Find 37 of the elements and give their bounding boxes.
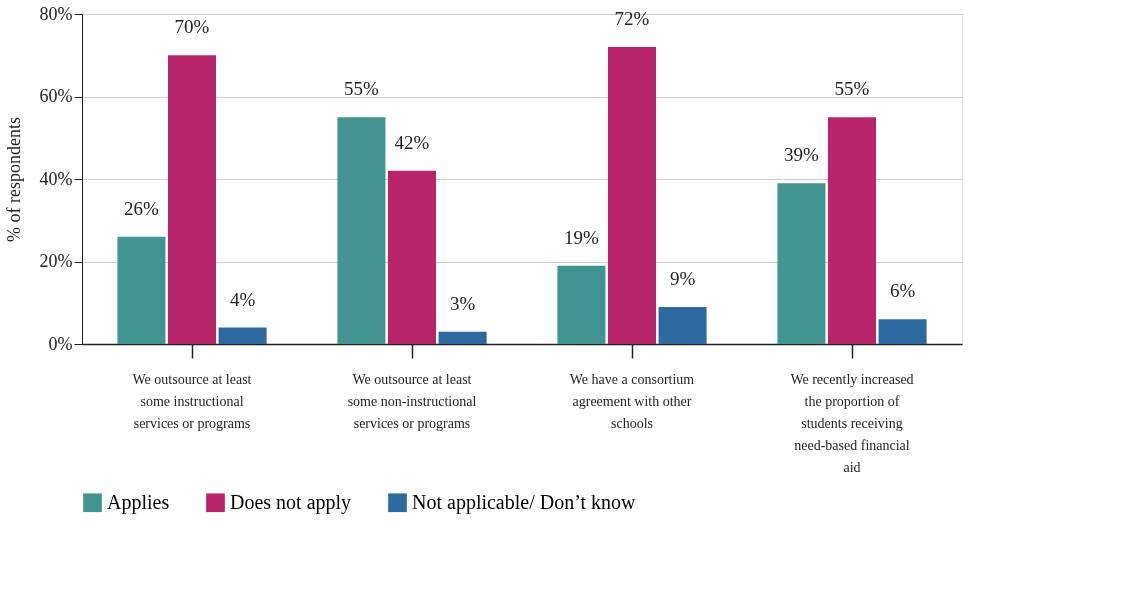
legend-label: Applies: [107, 490, 170, 514]
bar: [827, 117, 877, 344]
bar: [337, 117, 386, 344]
bar: [438, 331, 487, 344]
data-label: 72%: [614, 8, 650, 29]
legend-label: Not applicable/ Don’t know: [412, 490, 637, 514]
data-label: 55%: [834, 78, 870, 100]
y-tick-label: 20%: [39, 251, 73, 271]
bar: [777, 183, 826, 344]
bar: [218, 327, 267, 344]
bar: [117, 236, 166, 344]
y-tick-label: 0%: [48, 333, 73, 354]
legend-label: Does not apply: [230, 490, 352, 514]
data-label: 4%: [229, 288, 256, 310]
data-label: 3%: [449, 292, 476, 314]
bar: [878, 319, 927, 344]
y-tick-label: 60%: [39, 86, 73, 106]
x-tick-label: We have a consortium agreement with other schools: [569, 371, 695, 431]
bar: [658, 306, 707, 344]
data-label: 70%: [174, 16, 210, 38]
bar: [607, 47, 657, 344]
bar: [167, 55, 217, 344]
data-label: 9%: [669, 267, 696, 289]
data-label: 42%: [394, 131, 430, 153]
x-tick-label: We recently increased the proportion of students receiving need-based financial aid: [790, 371, 914, 475]
data-label: 6%: [889, 280, 916, 302]
y-tick-label: 40%: [39, 168, 73, 189]
y-axis-title: % of respondents: [3, 117, 24, 242]
y-tick-label: 80%: [39, 3, 73, 24]
bar: [557, 265, 606, 344]
data-label: 19%: [564, 226, 600, 248]
data-label: 26%: [124, 197, 160, 219]
x-tick-label: We outsource at least some instructional services or programs: [132, 371, 252, 431]
x-tick-label: We outsource at least some non-instructional services or programs: [347, 371, 477, 431]
data-label: 55%: [344, 78, 380, 100]
bar: [387, 170, 437, 344]
data-label: 39%: [784, 144, 820, 166]
